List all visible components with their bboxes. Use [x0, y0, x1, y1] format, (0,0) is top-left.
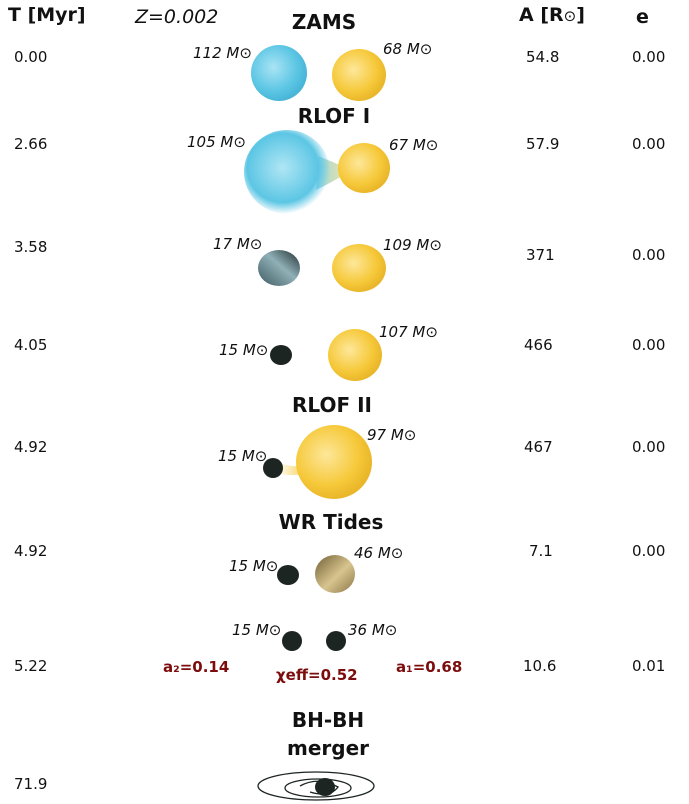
black-hole-1	[263, 458, 283, 478]
sun-symbol: ⊙	[563, 7, 577, 25]
separation-value: 54.8	[526, 48, 560, 66]
mass-label-right: 46 M⊙	[354, 544, 404, 562]
star-secondary-giant	[328, 329, 382, 381]
star-primary-stripped	[258, 250, 300, 286]
mass-label-left: 15 M⊙	[229, 557, 279, 575]
black-hole-1	[282, 631, 302, 651]
eccentricity-value: 0.00	[632, 438, 666, 456]
stage-rlof-1: RLOF I	[297, 104, 371, 128]
separation-value: 467	[524, 438, 553, 456]
separation-header-close: ]	[576, 4, 585, 26]
black-hole-1	[277, 565, 299, 585]
eccentricity-value: 0.01	[632, 657, 666, 675]
stage-zams: ZAMS	[291, 10, 357, 34]
time-value: 71.9	[14, 775, 48, 793]
star-secondary-roche-filling	[296, 425, 372, 499]
mass-label-right: 36 M⊙	[348, 621, 398, 639]
separation-value: 7.1	[529, 542, 553, 560]
spin-a2-label: a₂=0.14	[163, 658, 230, 676]
separation-header-text: A [R	[519, 4, 564, 26]
time-value: 3.58	[14, 238, 48, 256]
time-value: 5.22	[14, 657, 48, 675]
eccentricity-column-header: e	[636, 6, 649, 28]
eccentricity-value: 0.00	[632, 542, 666, 560]
stage-rlof-2: RLOF II	[292, 393, 372, 417]
separation-value: 10.6	[523, 657, 557, 675]
time-value: 4.92	[14, 542, 48, 560]
black-hole-1	[270, 345, 292, 365]
metallicity-label: Z=0.002	[135, 6, 219, 28]
star-secondary-ms	[332, 49, 386, 101]
separation-column-header: A [R⊙]	[519, 6, 585, 25]
stage-wr-tides: WR Tides	[278, 510, 384, 534]
mass-label-left: 15 M⊙	[219, 341, 269, 359]
mass-label-left: 112 M⊙	[193, 44, 252, 62]
star-wolf-rayet	[315, 555, 355, 593]
mass-label-left: 17 M⊙	[213, 235, 263, 253]
mass-label-left: 105 M⊙	[187, 133, 246, 151]
time-column-header: T [Myr]	[8, 4, 86, 26]
mass-label-right: 97 M⊙	[367, 426, 417, 444]
star-secondary-ms	[332, 244, 386, 292]
stage-merger-line2: merger	[286, 736, 370, 760]
star-primary-ms	[251, 45, 307, 101]
mass-label-left: 15 M⊙	[218, 447, 268, 465]
star-secondary-accretor	[338, 143, 390, 193]
black-hole-2	[326, 631, 346, 651]
separation-value: 371	[526, 246, 555, 264]
mass-label-right: 109 M⊙	[383, 236, 442, 254]
time-value: 0.00	[14, 48, 48, 66]
eccentricity-value: 0.00	[632, 135, 666, 153]
eccentricity-value: 0.00	[632, 336, 666, 354]
separation-value: 57.9	[526, 135, 560, 153]
mass-label-right: 67 M⊙	[389, 136, 439, 154]
stage-merger-line1: BH-BH	[291, 708, 365, 732]
eccentricity-value: 0.00	[632, 48, 666, 66]
star-primary-roche-filling	[244, 130, 330, 214]
merged-black-hole	[315, 778, 335, 796]
separation-value: 466	[524, 336, 553, 354]
mass-label-right: 68 M⊙	[383, 40, 433, 58]
spin-a1-label: a₁=0.68	[396, 658, 463, 676]
mass-label-left: 15 M⊙	[232, 621, 282, 639]
time-value: 4.92	[14, 438, 48, 456]
chi-eff-label: χeff=0.52	[276, 666, 358, 684]
mass-label-right: 107 M⊙	[379, 323, 438, 341]
eccentricity-value: 0.00	[632, 246, 666, 264]
time-value: 2.66	[14, 135, 48, 153]
time-value: 4.05	[14, 336, 48, 354]
